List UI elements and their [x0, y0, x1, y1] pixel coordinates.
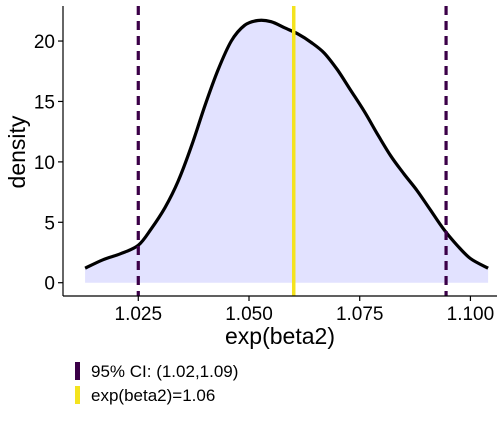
plot-area — [84, 6, 489, 296]
legend: 95% CI: (1.02,1.09) exp(beta2)=1.06 — [75, 362, 238, 405]
x-tick-label: 1.025 — [115, 304, 163, 325]
y-tick-label: 0 — [44, 274, 55, 295]
x-tick-label: 1.075 — [336, 304, 384, 325]
x-axis-title: exp(beta2) — [225, 323, 335, 349]
legend-key-ci — [75, 362, 80, 380]
legend-label-ci: 95% CI: (1.02,1.09) — [91, 362, 238, 381]
y-tick-label: 5 — [44, 213, 55, 234]
y-tick-label: 15 — [34, 92, 55, 113]
y-tick-label: 20 — [34, 32, 55, 53]
legend-label-estimate: exp(beta2)=1.06 — [91, 386, 215, 405]
axes — [62, 6, 497, 297]
y-axis-title: density — [4, 115, 30, 188]
x-tick-label: 1.050 — [225, 304, 273, 325]
density-area — [85, 20, 489, 283]
legend-key-estimate — [75, 386, 80, 404]
y-tick-label: 10 — [34, 153, 55, 174]
density-curve — [84, 18, 489, 270]
axis-ticks: 1.025 1.050 1.075 1.100 0 5 10 15 20 — [34, 32, 494, 325]
x-tick-label: 1.100 — [447, 304, 495, 325]
